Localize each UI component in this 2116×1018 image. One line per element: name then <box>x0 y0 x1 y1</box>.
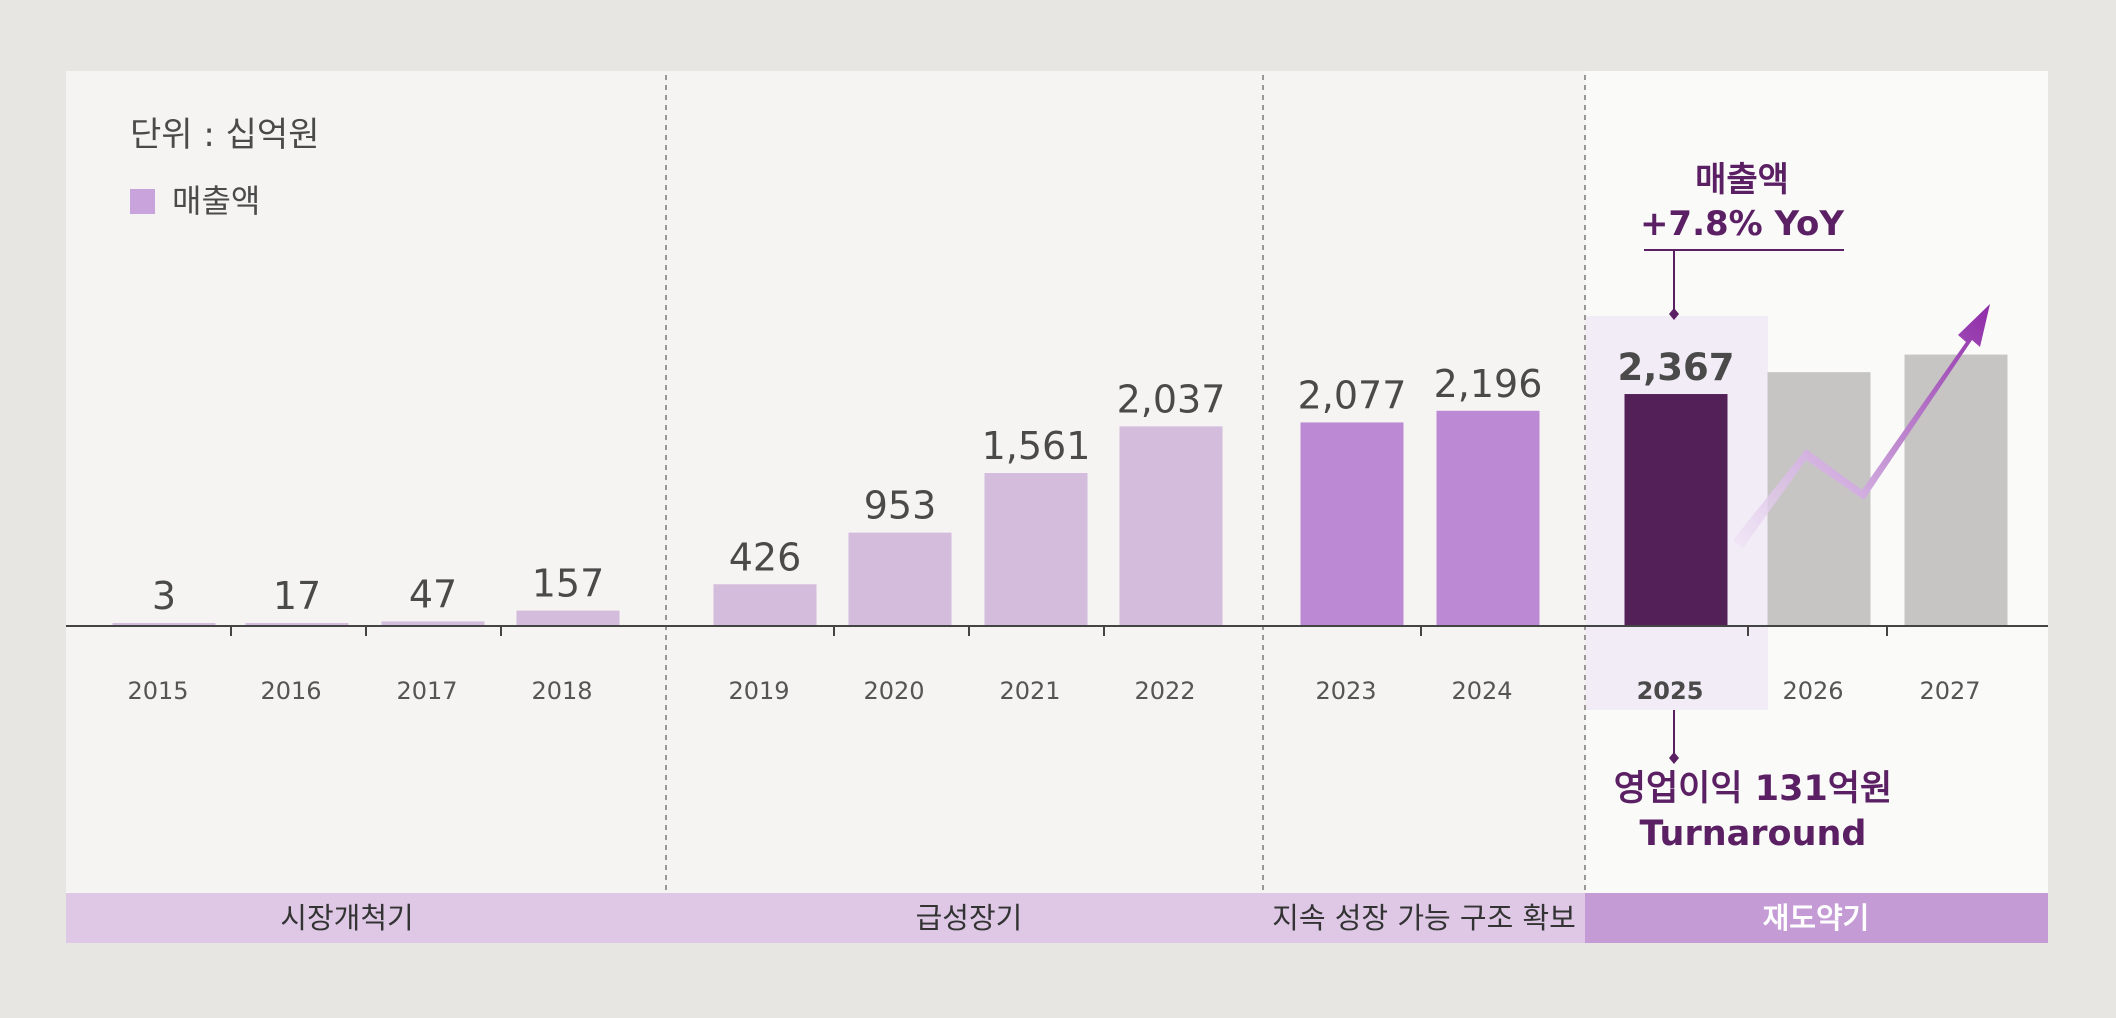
x-tick-label-2018: 2018 <box>531 677 592 705</box>
bar-2022 <box>1119 426 1223 626</box>
bar-2025 <box>1624 394 1728 626</box>
bar-2024 <box>1436 410 1540 626</box>
x-tick-label-2015: 2015 <box>127 677 188 705</box>
trend-arrow <box>1733 304 1990 548</box>
x-tick-label-2022: 2022 <box>1134 677 1195 705</box>
value-label-2017: 47 <box>409 572 457 616</box>
annotation-top-line2: +7.8% YoY <box>1640 204 1844 244</box>
annotation-top-line1: 매출액 <box>1695 160 1789 200</box>
value-label-2018: 157 <box>532 562 605 606</box>
x-tick-label-2016: 2016 <box>260 677 321 705</box>
phase-label: 급성장기 <box>916 901 1023 935</box>
x-tick-label-2019: 2019 <box>728 677 789 705</box>
annotation-bottom-line1: 영업이익 131억원 <box>1614 769 1892 809</box>
x-tick-label-2025: 2025 <box>1637 677 1704 705</box>
x-tick-label-2027: 2027 <box>1919 677 1980 705</box>
phase-label: 지속 성장 가능 구조 확보 <box>1272 901 1576 935</box>
x-tick-label-2017: 2017 <box>396 677 457 705</box>
bar-2020 <box>848 532 952 626</box>
value-label-2025: 2,367 <box>1617 346 1734 389</box>
bar-2021 <box>984 473 1088 626</box>
value-label-2020: 953 <box>864 484 937 528</box>
bar-2015 <box>112 623 216 626</box>
tick-layer: 2015 2016 2017 2018 2019 2020 2021 2022 2023 2024… <box>127 626 1981 705</box>
bar-2019 <box>713 584 817 626</box>
annotation-bottom-line2: Turnaround <box>1640 814 1867 854</box>
x-tick-label-2026: 2026 <box>1782 677 1843 705</box>
x-tick-label-2021: 2021 <box>999 677 1060 705</box>
annotation-bottom-diamond <box>1669 752 1679 764</box>
legend-swatch <box>130 189 155 214</box>
value-label-2021: 1,561 <box>982 424 1091 468</box>
value-label-2016: 17 <box>273 574 321 618</box>
legend-label: 매출액 <box>172 182 260 220</box>
value-label-2015: 3 <box>152 574 176 618</box>
value-label-2024: 2,196 <box>1434 362 1543 406</box>
phase-band-active <box>1585 893 2048 943</box>
value-label-2023: 2,077 <box>1298 373 1407 417</box>
x-tick-label-2024: 2024 <box>1451 677 1512 705</box>
phase-label-active: 재도약기 <box>1763 901 1870 935</box>
bars-layer: 3 17 47 157 426 953 1,561 2,037 2,077 2,196 2,367 <box>112 346 2008 626</box>
phase-band <box>666 893 1263 943</box>
value-label-2022: 2,037 <box>1117 377 1226 421</box>
value-label-2019: 426 <box>729 535 802 579</box>
bar-2016 <box>245 623 349 626</box>
bar-2018 <box>516 610 620 626</box>
x-tick-label-2020: 2020 <box>863 677 924 705</box>
bar-2023 <box>1300 422 1404 626</box>
x-tick-label-2023: 2023 <box>1315 677 1376 705</box>
annotation-top-diamond <box>1669 308 1679 320</box>
bar-2027 <box>1904 354 2008 626</box>
phase-band <box>1263 893 1585 943</box>
unit-label: 단위 : 십억원 <box>130 115 319 155</box>
bar-2017 <box>381 621 485 626</box>
phase-label: 시장개척기 <box>280 901 413 935</box>
phase-band <box>66 893 666 943</box>
bar-2026 <box>1767 372 1871 626</box>
trend-arrow-body <box>1733 304 1990 548</box>
